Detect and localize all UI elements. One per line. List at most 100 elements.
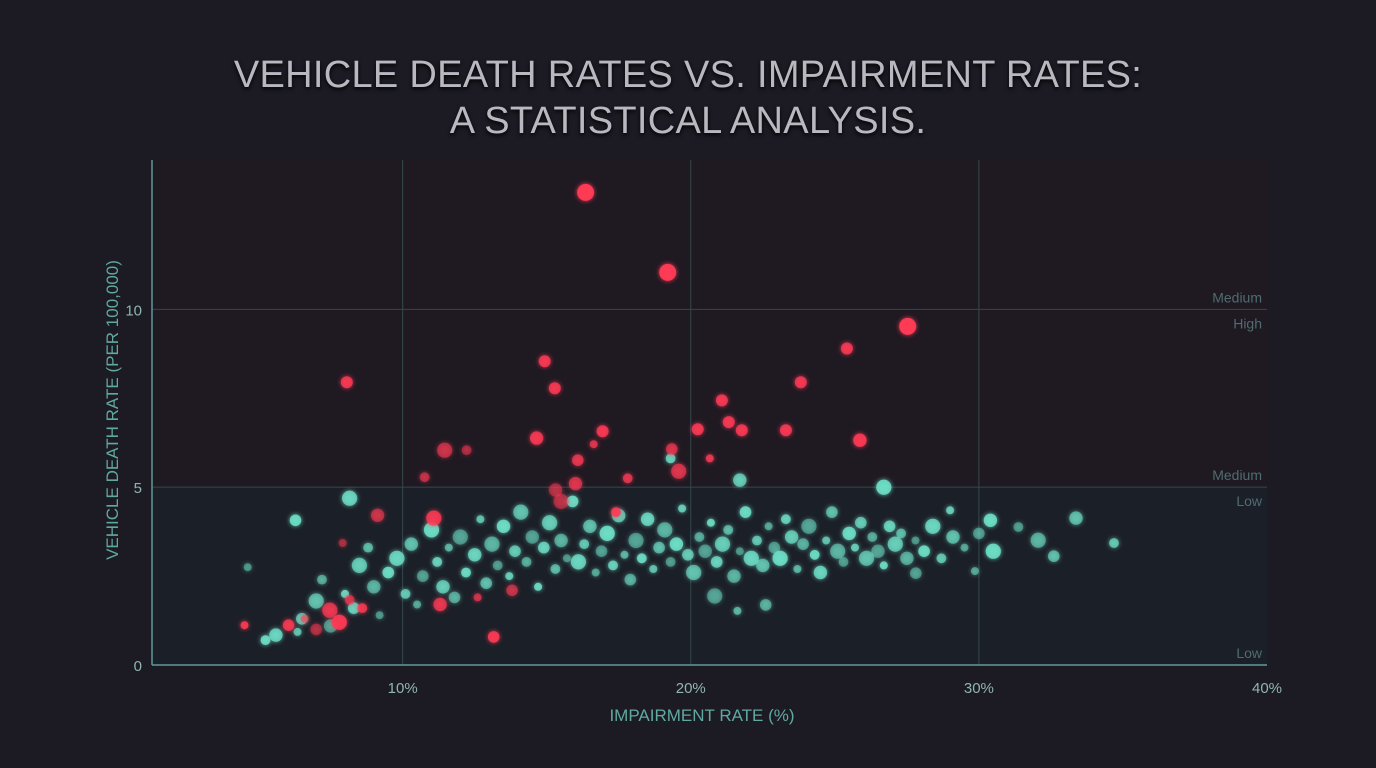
red-data-point [853,433,867,447]
teal-data-point [550,564,561,574]
teal-data-point [653,541,665,554]
teal-data-point [925,518,941,534]
teal-data-point [1109,538,1119,548]
teal-data-point [484,536,500,552]
chart-title: VEHICLE DEATH RATES VS. IMPAIRMENT RATES… [0,52,1376,144]
teal-data-point [665,557,676,567]
teal-data-point [413,600,422,609]
teal-data-point [308,593,324,609]
teal-data-point [509,545,521,557]
teal-data-point [444,543,453,552]
teal-data-point [521,557,532,567]
teal-data-point [665,453,676,464]
teal-data-point [858,550,875,566]
red-data-point [666,443,678,455]
teal-data-point [382,566,395,579]
band-label: Low [1236,493,1263,509]
teal-data-point [620,550,629,559]
teal-data-point [351,557,367,574]
red-data-point [370,508,385,522]
x-tick-label: 20% [676,680,706,697]
teal-data-point [797,538,809,550]
teal-data-point [423,522,440,538]
teal-data-point [801,518,817,534]
teal-data-point [883,520,896,533]
red-data-point [240,621,249,630]
red-data-point [548,483,563,497]
red-data-point [487,631,500,643]
teal-data-point [347,602,360,614]
teal-data-point [739,506,752,518]
teal-data-point [682,549,694,561]
teal-data-point [480,577,493,589]
x-tick-label: 40% [1252,680,1282,697]
teal-data-point [855,516,867,529]
teal-data-point [534,582,543,591]
red-data-point [538,355,551,368]
teal-data-point [887,536,903,552]
red-data-point [671,463,687,479]
teal-data-point [1048,550,1060,562]
teal-data-point [400,589,411,599]
teal-data-point [579,539,590,549]
teal-data-point [1013,522,1024,532]
teal-data-point [694,532,705,542]
teal-data-point [983,513,998,527]
red-data-point [473,593,482,602]
red-data-point [577,183,595,201]
teal-data-point [686,564,702,581]
red-data-point [437,442,453,458]
teal-data-point [764,522,773,531]
teal-data-point [492,560,503,571]
teal-data-point [867,532,878,542]
teal-data-point [876,479,892,495]
teal-data-point [772,550,788,566]
teal-data-point [649,565,658,573]
teal-data-point [946,530,960,544]
teal-data-point [624,573,637,586]
red-data-point [548,382,561,395]
teal-data-point [910,567,922,579]
teal-data-point [879,561,888,570]
teal-data-point [756,558,770,573]
teal-data-point [289,514,302,527]
teal-data-point [448,591,461,604]
teal-data-point [595,545,608,557]
red-data-point [433,597,447,612]
teal-data-point [269,628,283,642]
red-data-point [840,342,853,355]
red-data-point [722,416,735,429]
teal-data-point [784,530,799,544]
red-data-point [344,595,355,605]
teal-data-point [900,551,914,565]
teal-data-point [363,542,373,553]
teal-data-point [505,572,514,581]
teal-data-point [513,504,529,520]
red-data-point [596,425,609,438]
red-data-point [611,507,621,517]
teal-data-point [970,567,979,576]
red-data-point [357,603,368,613]
red-data-point [622,473,633,484]
red-data-point [715,394,728,407]
teal-data-point [842,526,856,541]
teal-data-point [452,529,468,545]
teal-data-point [566,495,579,508]
red-data-point [310,623,323,636]
teal-data-point [706,518,715,527]
teal-data-point [243,563,252,572]
red-data-point [282,619,295,631]
teal-data-point [985,543,1001,559]
band-label: Medium [1212,289,1262,305]
red-data-point [659,263,677,281]
red-data-point [300,614,309,623]
teal-data-point [678,504,687,513]
teal-data-point [404,537,418,551]
teal-data-point [636,553,647,564]
red-data-point [426,510,442,526]
band-label: High [1233,315,1262,331]
y-tick-label: 5 [134,480,142,497]
teal-data-point [389,550,405,566]
teal-data-point [375,611,384,620]
